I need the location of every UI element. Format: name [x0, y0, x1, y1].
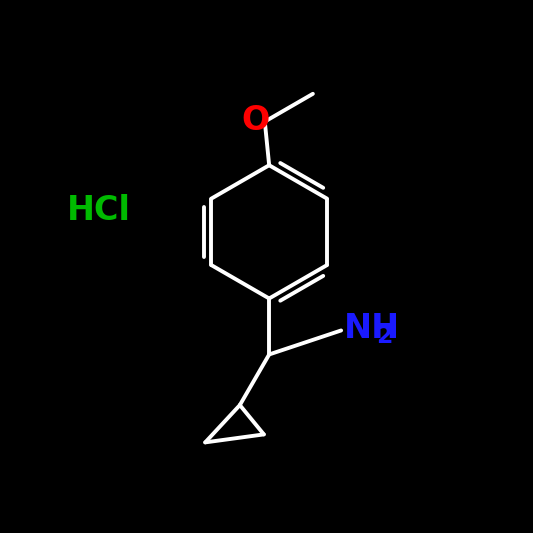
Text: 2: 2 [376, 324, 392, 348]
Text: HCl: HCl [67, 194, 131, 227]
Text: O: O [241, 104, 270, 137]
Text: NH: NH [344, 312, 400, 345]
